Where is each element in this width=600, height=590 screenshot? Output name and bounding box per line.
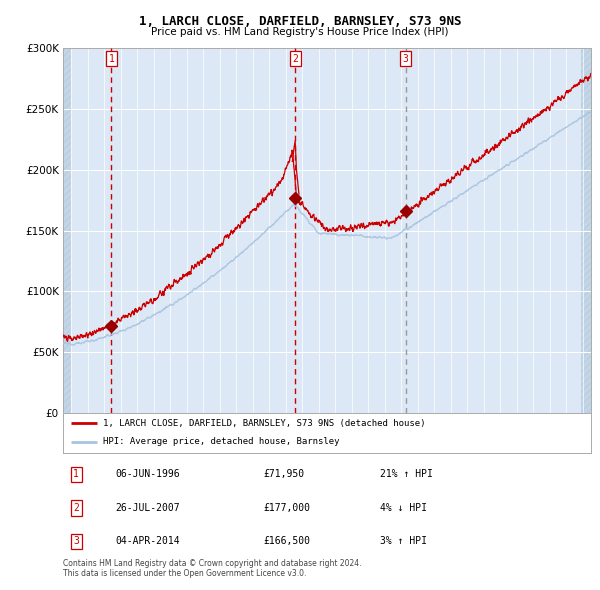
Text: 1, LARCH CLOSE, DARFIELD, BARNSLEY, S73 9NS (detached house): 1, LARCH CLOSE, DARFIELD, BARNSLEY, S73 … [103, 418, 425, 428]
Text: 3% ↑ HPI: 3% ↑ HPI [380, 536, 427, 546]
Text: 2: 2 [292, 54, 298, 64]
Text: £71,950: £71,950 [263, 469, 305, 479]
Text: 06-JUN-1996: 06-JUN-1996 [116, 469, 181, 479]
Text: Contains HM Land Registry data © Crown copyright and database right 2024.: Contains HM Land Registry data © Crown c… [63, 559, 361, 568]
Text: £177,000: £177,000 [263, 503, 311, 513]
Text: HPI: Average price, detached house, Barnsley: HPI: Average price, detached house, Barn… [103, 437, 339, 447]
Text: Price paid vs. HM Land Registry's House Price Index (HPI): Price paid vs. HM Land Registry's House … [151, 27, 449, 37]
Bar [63, 48, 71, 413]
Text: 1: 1 [73, 469, 79, 479]
Text: 4% ↓ HPI: 4% ↓ HPI [380, 503, 427, 513]
Text: 3: 3 [73, 536, 79, 546]
Bar [581, 48, 591, 413]
Bar [581, 48, 591, 413]
Text: This data is licensed under the Open Government Licence v3.0.: This data is licensed under the Open Gov… [63, 569, 307, 578]
Text: 1: 1 [109, 54, 114, 64]
Text: 21% ↑ HPI: 21% ↑ HPI [380, 469, 433, 479]
Text: 26-JUL-2007: 26-JUL-2007 [116, 503, 181, 513]
Text: £166,500: £166,500 [263, 536, 311, 546]
Text: 3: 3 [403, 54, 409, 64]
Text: 04-APR-2014: 04-APR-2014 [116, 536, 181, 546]
Text: 1, LARCH CLOSE, DARFIELD, BARNSLEY, S73 9NS: 1, LARCH CLOSE, DARFIELD, BARNSLEY, S73 … [139, 15, 461, 28]
Bar [63, 48, 71, 413]
Text: 2: 2 [73, 503, 79, 513]
